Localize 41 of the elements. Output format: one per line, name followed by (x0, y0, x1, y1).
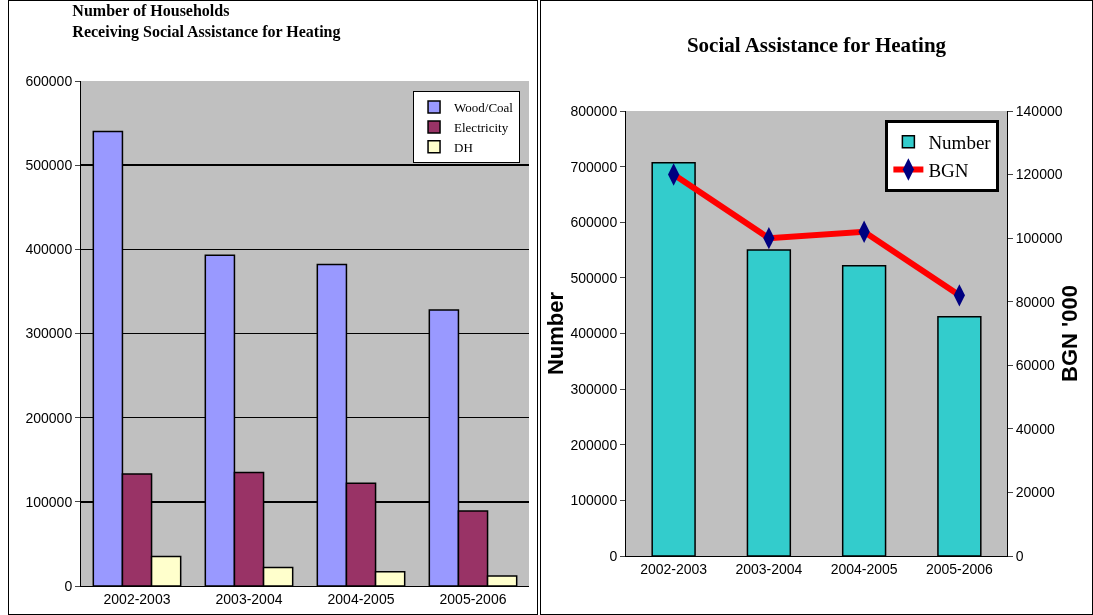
x-tick-label: 2004-2005 (830, 560, 898, 577)
y-tick-label: 400000 (25, 241, 73, 258)
y-tick-label: 800000 (570, 102, 618, 119)
y-tick-label: 500000 (25, 157, 73, 174)
y-tick-label: 0 (609, 547, 618, 564)
y-tick-label: 400000 (570, 325, 618, 342)
y-tick-label: 100000 (25, 493, 73, 510)
y-tick-label: 100000 (570, 492, 618, 509)
y2-tick-label: 60000 (1015, 357, 1055, 374)
y-axis-title: Number (543, 291, 569, 376)
y-tick-label: 600000 (570, 214, 618, 231)
y2-tick-label: 80000 (1015, 293, 1055, 310)
y-tick-label: 0 (64, 577, 73, 594)
y-tick-label: 200000 (570, 436, 618, 453)
y2-tick-label: 140000 (1015, 102, 1063, 119)
y-tick-label: 700000 (570, 158, 618, 175)
legend-label: Electricity (454, 120, 509, 136)
legend-label: BGN (928, 159, 969, 181)
x-tick-label: 2003-2004 (735, 560, 803, 577)
y2-tick-label: 20000 (1015, 484, 1055, 501)
y-tick-label: 600000 (25, 72, 73, 89)
x-tick-label: 2004-2005 (327, 590, 395, 607)
legend-label: DH (454, 139, 473, 155)
y2-tick-label: 120000 (1015, 166, 1063, 183)
y-tick-label: 300000 (25, 325, 73, 342)
y2-axis-title: BGN '000 (1056, 285, 1082, 382)
y-tick-label: 500000 (570, 269, 618, 286)
y2-tick-label: 40000 (1015, 420, 1055, 437)
legend-label: Number (928, 132, 992, 154)
x-tick-label: 2002-2003 (640, 560, 708, 577)
y-tick-label: 300000 (570, 381, 618, 398)
y2-tick-label: 0 (1015, 547, 1024, 564)
chart-title: Social Assistance for Heating (686, 33, 947, 58)
y-tick-label: 200000 (25, 409, 73, 426)
x-tick-label: 2002-2003 (103, 590, 171, 607)
chart-title: Number of Households Receiving Social Assistance for Heating (72, 2, 341, 42)
x-tick-label: 2003-2004 (215, 590, 283, 607)
x-tick-label: 2005-2006 (439, 590, 507, 607)
legend-label: Wood/Coal (454, 100, 514, 116)
x-tick-label: 2005-2006 (925, 560, 994, 577)
y2-tick-label: 100000 (1015, 230, 1063, 247)
